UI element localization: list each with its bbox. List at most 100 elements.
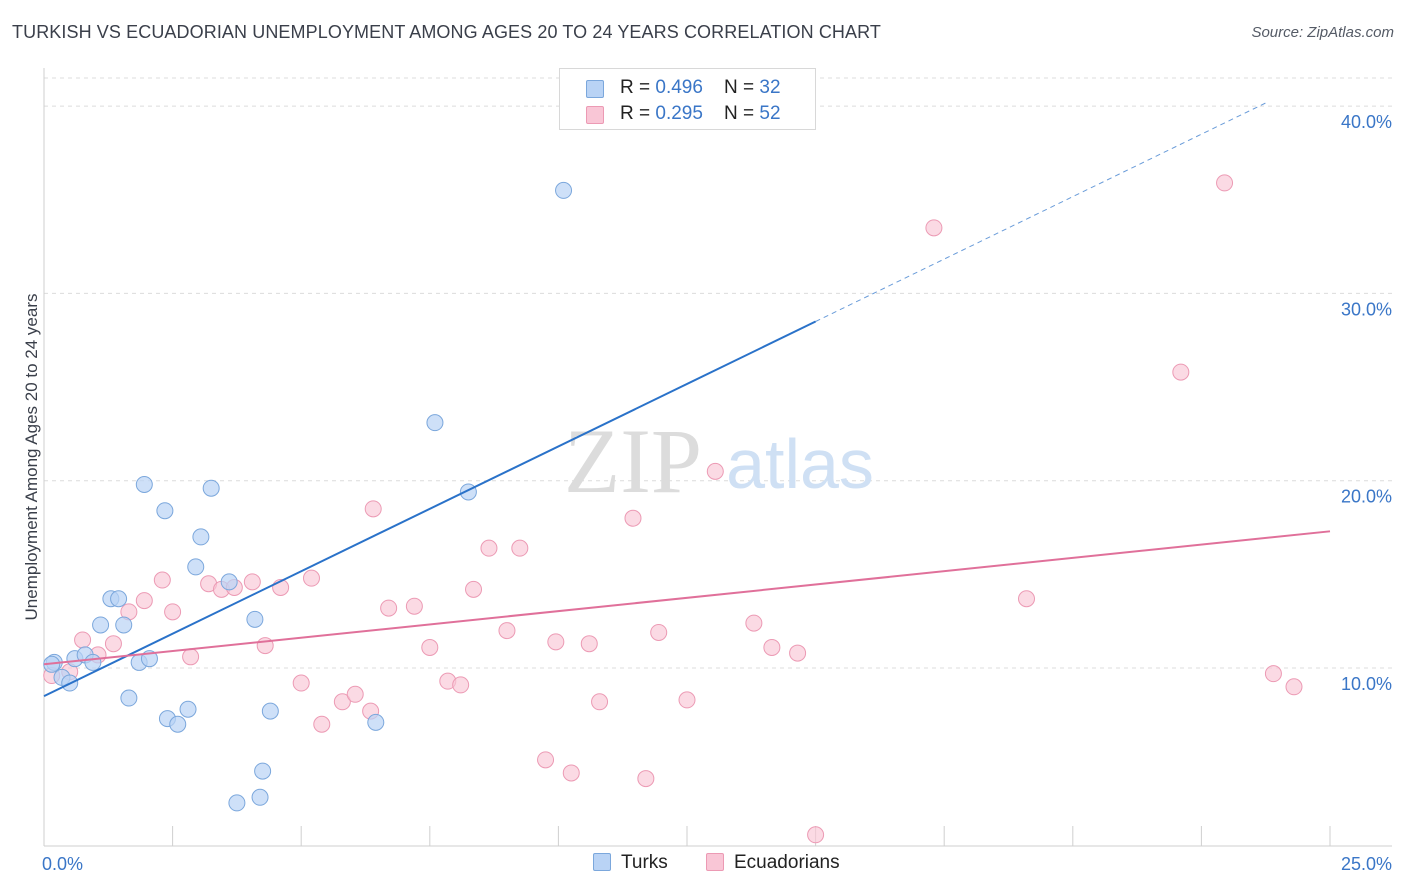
turk-point [254, 762, 272, 780]
tick-labels: 10.0% 20.0% 30.0% 40.0% 0.0% 25.0% [42, 112, 1392, 874]
ecuadorian-point [537, 751, 555, 769]
ecuadorian-point [302, 569, 320, 587]
ecuadorian-point [706, 462, 724, 480]
ecuadorian-point [745, 614, 763, 632]
ecuadorian-point [421, 638, 439, 656]
turks-trend-line [43, 320, 817, 698]
series-legend-turks: Turks [593, 852, 668, 874]
ecuadorian-point [637, 770, 655, 788]
legend-r-value-ecuadorians: 0.295 [655, 103, 703, 124]
ecuadorian-point [346, 685, 364, 703]
ecuadorian-point [364, 500, 382, 518]
legend-n-label: N = [724, 77, 760, 98]
turks-points [43, 181, 573, 812]
x-tick-label: 0.0% [42, 854, 83, 874]
turk-point [135, 475, 153, 493]
ecuadorian-point [153, 571, 171, 589]
y-tick-label: 40.0% [1341, 112, 1392, 132]
turk-point [84, 653, 102, 671]
ecuadorian-point [562, 764, 580, 782]
ecuadorian-point [1216, 174, 1234, 192]
x-tick-label: 25.0% [1341, 854, 1392, 874]
ecuadorian-point [498, 622, 516, 640]
watermark: ZIP atlas [564, 410, 874, 512]
ecuadorian-point [164, 603, 182, 621]
ecuadorian-point [380, 599, 398, 617]
turk-point [261, 702, 279, 720]
ecuadorians-trend-line [43, 530, 1331, 666]
turk-point [169, 715, 187, 733]
legend-text-turks: R = 0.496 N = 32 [620, 77, 781, 99]
ecuadorian-point [763, 638, 781, 656]
ecuadorian-point [807, 826, 825, 844]
ecuadorian-point [789, 644, 807, 662]
ecuadorian-point [650, 623, 668, 641]
turks-trend-extension [815, 101, 1269, 322]
ecuadorian-point [1018, 590, 1036, 608]
ecuadorian-point [452, 676, 470, 694]
turk-point [246, 610, 264, 628]
turk-point [156, 502, 174, 520]
legend-n-value-turks: 32 [759, 77, 781, 98]
series-legend-ecuadorians: Ecuadorians [706, 852, 840, 874]
ecuadorian-point [405, 597, 423, 615]
ecuadorian-point [292, 674, 310, 692]
turk-point [367, 713, 385, 731]
turk-point [426, 414, 444, 432]
watermark-atlas: atlas [726, 425, 874, 503]
ecuadorian-point [591, 693, 609, 711]
turk-point [192, 528, 210, 546]
ecuadorian-point [580, 635, 598, 653]
legend-n-value-ecuadorians: 52 [759, 103, 781, 124]
ecuadorian-point [1285, 678, 1303, 696]
turk-point [220, 573, 238, 591]
y-tick-label: 20.0% [1341, 487, 1392, 507]
axis-layer [43, 68, 1392, 847]
series-swatch-turks [593, 853, 611, 871]
correlation-legend: R = 0.496 N = 32 R = 0.295 N = 52 [559, 68, 816, 130]
legend-r-label: R = [620, 103, 656, 124]
chart-title: TURKISH VS ECUADORIAN UNEMPLOYMENT AMONG… [12, 22, 882, 42]
turk-point [202, 479, 220, 497]
turk-point [179, 700, 197, 718]
legend-n-label: N = [724, 103, 760, 124]
ecuadorian-point [243, 573, 261, 591]
turk-point [251, 788, 269, 806]
legend-swatch-turks [586, 80, 604, 98]
ecuadorian-point [313, 715, 331, 733]
ecuadorian-point [1264, 665, 1282, 683]
y-tick-label: 10.0% [1341, 674, 1392, 694]
ecuadorian-point [333, 693, 351, 711]
turk-point [115, 616, 133, 634]
series-label-ecuadorians: Ecuadorians [734, 852, 840, 873]
ecuadorian-point [1172, 363, 1190, 381]
turk-point [110, 590, 128, 608]
legend-swatch-ecuadorians [586, 106, 604, 124]
turk-point [92, 616, 110, 634]
ecuadorian-point [624, 509, 642, 527]
y-axis-title: Unemployment Among Ages 20 to 24 years [22, 293, 41, 621]
ecuadorian-point [465, 580, 483, 598]
ecuadorian-point [547, 633, 565, 651]
series-swatch-ecuadorians [706, 853, 724, 871]
ecuadorian-point [182, 648, 200, 666]
legend-r-label: R = [620, 77, 656, 98]
turk-point [187, 558, 205, 576]
ecuadorian-point [925, 219, 943, 237]
watermark-zip: ZIP [564, 410, 702, 512]
turk-point [120, 689, 138, 707]
legend-r-value-turks: 0.496 [655, 77, 703, 98]
turk-point [555, 181, 573, 199]
ecuadorian-point [104, 635, 122, 653]
source-credit: Source: ZipAtlas.com [1251, 24, 1394, 41]
series-label-turks: Turks [621, 852, 668, 873]
ecuadorian-point [480, 539, 498, 557]
legend-text-ecuadorians: R = 0.295 N = 52 [620, 103, 781, 125]
ecuadorian-point [74, 631, 92, 649]
y-tick-label: 30.0% [1341, 299, 1392, 319]
ecuadorian-point [135, 592, 153, 610]
trend-lines [43, 101, 1331, 698]
ecuadorian-point [511, 539, 529, 557]
ecuadorian-point [678, 691, 696, 709]
